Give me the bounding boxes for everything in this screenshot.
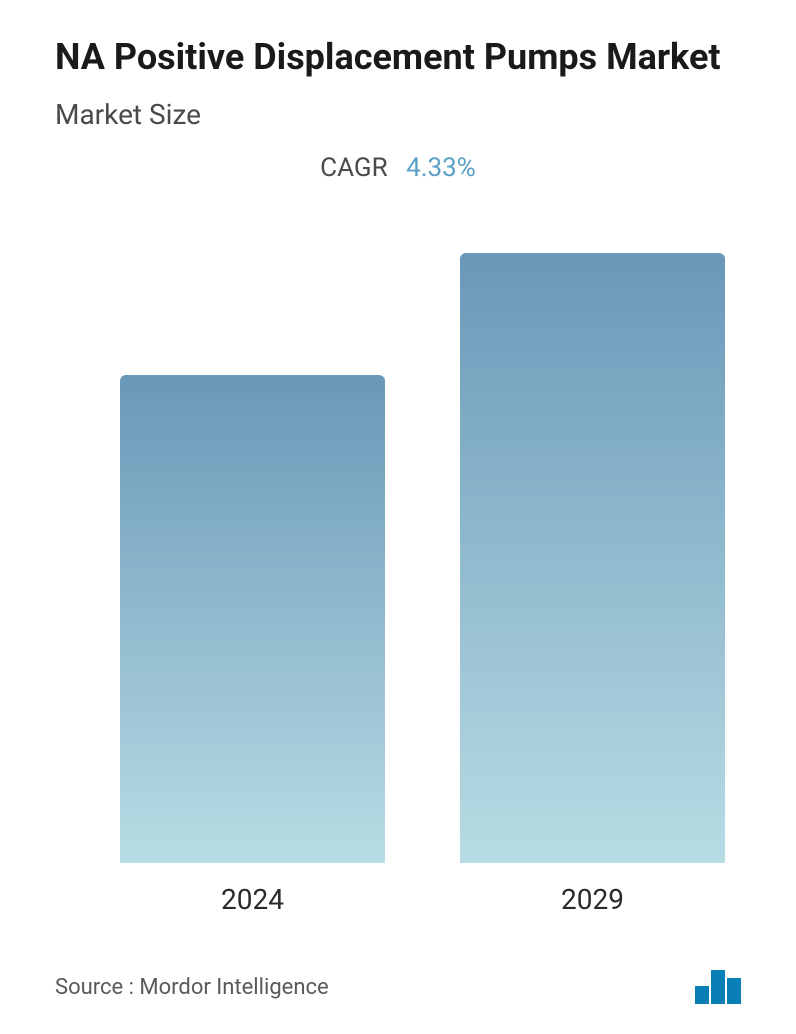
cagr-row: CAGR 4.33% bbox=[55, 153, 741, 183]
cagr-label: CAGR bbox=[320, 153, 387, 183]
bar-chart bbox=[55, 223, 741, 863]
bar-2029 bbox=[460, 253, 725, 863]
bar-2024 bbox=[120, 375, 385, 863]
chart-subtitle: Market Size bbox=[55, 98, 741, 131]
logo-icon bbox=[695, 970, 741, 1004]
x-axis-labels: 2024 2029 bbox=[55, 883, 741, 923]
chart-footer: Source : Mordor Intelligence bbox=[55, 970, 741, 1004]
chart-title: NA Positive Displacement Pumps Market bbox=[55, 35, 741, 80]
source-text: Source : Mordor Intelligence bbox=[55, 975, 329, 1000]
x-label-2029: 2029 bbox=[460, 883, 725, 916]
cagr-value: 4.33% bbox=[406, 153, 476, 183]
x-label-2024: 2024 bbox=[120, 883, 385, 916]
